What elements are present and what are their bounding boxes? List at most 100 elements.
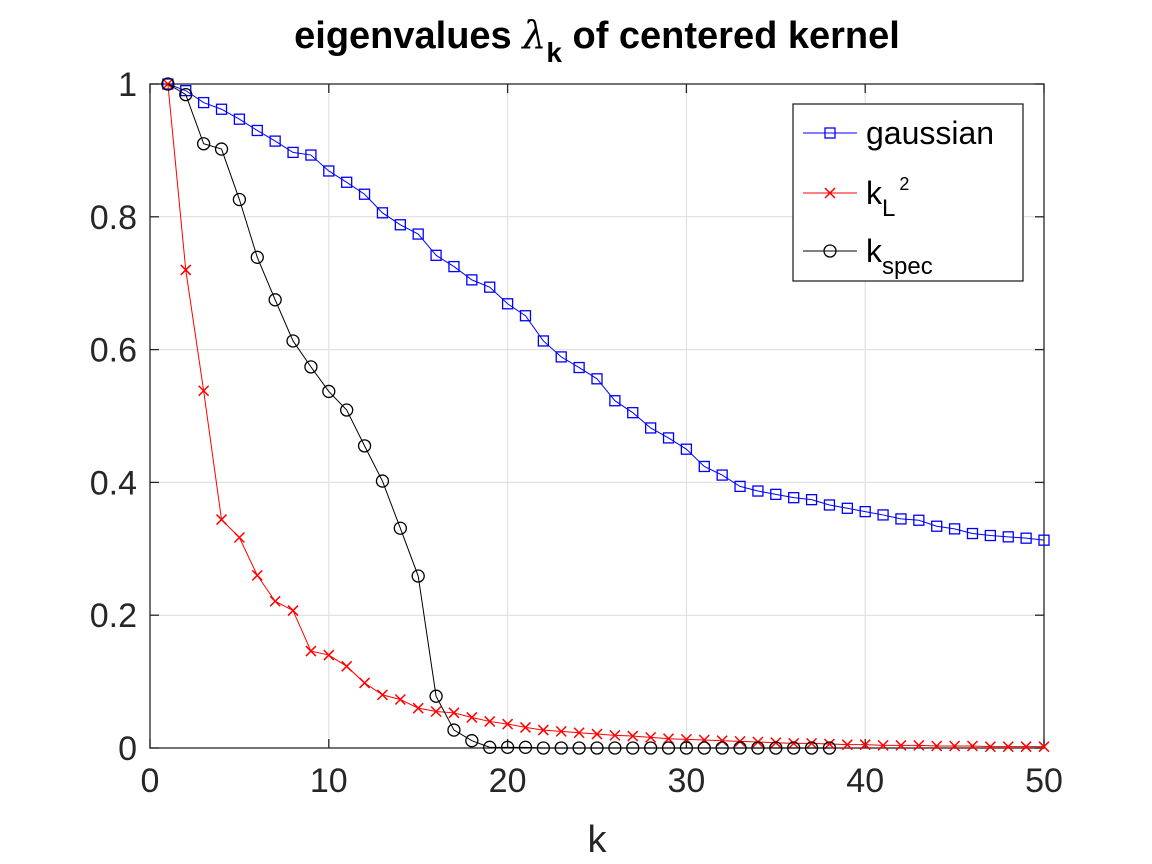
chart-title-prefix: eigenvalues: [294, 15, 522, 57]
data-point-gaussian: [484, 281, 496, 293]
data-point-k_spec: [518, 740, 533, 754]
data-point-k_spec: [393, 521, 407, 535]
legend-marker-k_L2: [824, 187, 836, 199]
data-point-k_L2: [180, 264, 192, 276]
data-point-k_L2: [1020, 741, 1032, 753]
data-point-k_spec: [804, 741, 819, 755]
series-line-k_L2: [167, 83, 1044, 748]
data-point-k_spec: [465, 734, 479, 748]
data-point-k_spec: [536, 741, 551, 755]
data-point-gaussian: [305, 149, 317, 161]
x-axis-label: k: [588, 819, 608, 861]
data-point-gaussian: [913, 514, 925, 526]
data-point-k_L2: [806, 737, 818, 749]
data-point-k_L2: [913, 739, 925, 751]
data-point-k_L2: [359, 677, 371, 689]
data-point-k_spec: [286, 334, 300, 348]
data-point-k_L2: [859, 739, 871, 751]
data-point-k_L2: [251, 569, 263, 581]
legend-label-base: k: [866, 175, 883, 211]
x-tick-label: 10: [310, 762, 348, 800]
data-point-k_L2: [627, 730, 639, 742]
series-layer: [161, 77, 1050, 755]
series-line-gaussian: [167, 83, 1045, 541]
legend-item-k_spec: kspec: [803, 233, 933, 280]
data-point-k_spec: [429, 689, 443, 703]
data-point-k_L2: [305, 645, 317, 657]
data-point-k_L2: [609, 729, 621, 741]
series-line-k_spec: [167, 83, 830, 749]
data-point-k_spec: [214, 142, 229, 156]
data-point-k_spec: [608, 741, 622, 755]
data-point-k_spec: [161, 77, 175, 91]
data-point-gaussian: [895, 513, 907, 525]
data-point-gaussian: [1020, 532, 1032, 544]
data-point-gaussian: [448, 260, 460, 273]
data-point-gaussian: [466, 274, 478, 286]
data-point-k_spec: [268, 293, 282, 307]
data-point-gaussian: [627, 407, 639, 419]
data-point-k_spec: [483, 740, 497, 754]
data-point-gaussian: [323, 165, 335, 177]
data-point-k_L2: [949, 740, 961, 752]
data-point-gaussian: [1002, 531, 1014, 543]
data-point-k_L2: [591, 728, 603, 740]
data-point-gaussian: [788, 492, 800, 504]
data-point-k_L2: [877, 739, 889, 751]
y-tick-label: 1: [118, 66, 137, 104]
legend-label-subscript: spec: [882, 253, 933, 280]
x-tick-label: 40: [846, 762, 884, 800]
data-point-k_spec: [661, 741, 676, 755]
data-point-gaussian: [287, 146, 299, 159]
data-point-k_L2: [1002, 741, 1014, 753]
data-point-gaussian: [1038, 534, 1050, 546]
y-tick-label: 0.4: [90, 464, 137, 502]
data-point-k_L2: [269, 595, 281, 607]
data-point-k_L2: [537, 724, 549, 736]
data-point-gaussian: [984, 529, 997, 542]
y-tick-label: 0.6: [90, 332, 137, 370]
data-point-k_spec: [340, 403, 354, 417]
legend-marker-gaussian: [824, 127, 836, 139]
data-point-k_L2: [412, 702, 424, 714]
x-tick-labels: 0 10 20 30 40 50: [141, 762, 1063, 800]
legend-label-base: gaussian: [866, 115, 994, 151]
data-point-gaussian: [358, 188, 371, 200]
x-tick-label: 50: [1025, 762, 1063, 800]
data-point-gaussian: [752, 485, 764, 497]
data-point-gaussian: [609, 395, 621, 407]
data-point-gaussian: [662, 432, 675, 444]
data-point-gaussian: [215, 103, 228, 115]
data-point-k_spec: [232, 192, 247, 207]
data-point-k_L2: [645, 731, 657, 743]
data-point-k_L2: [823, 738, 835, 750]
data-point-gaussian: [233, 113, 246, 125]
legend-label-superscript: 2: [899, 174, 909, 194]
data-point-k_spec: [787, 741, 801, 755]
y-tick-label: 0.8: [90, 199, 137, 237]
data-point-k_spec: [572, 741, 586, 755]
data-point-k_spec: [626, 741, 640, 755]
data-point-k_L2: [394, 693, 406, 706]
data-point-k_spec: [590, 741, 604, 755]
y-tick-label: 0: [118, 730, 137, 768]
data-point-k_L2: [502, 718, 514, 730]
data-point-k_spec: [250, 250, 264, 264]
data-point-gaussian: [251, 124, 263, 137]
data-point-k_L2: [555, 725, 567, 737]
data-point-k_L2: [341, 660, 353, 672]
legend-label-base: k: [866, 233, 883, 269]
data-point-gaussian: [680, 443, 693, 455]
data-point-k_spec: [500, 740, 515, 754]
data-point-k_spec: [411, 569, 425, 583]
legend-item-k_L2: kL2: [803, 174, 909, 222]
x-tick-label: 0: [141, 762, 160, 800]
data-point-k_spec: [769, 741, 783, 755]
data-point-k_L2: [198, 385, 210, 397]
legend-label-subscript: L: [882, 195, 895, 222]
data-point-gaussian: [877, 509, 889, 521]
data-point-k_L2: [430, 705, 442, 718]
data-point-gaussian: [644, 422, 657, 434]
